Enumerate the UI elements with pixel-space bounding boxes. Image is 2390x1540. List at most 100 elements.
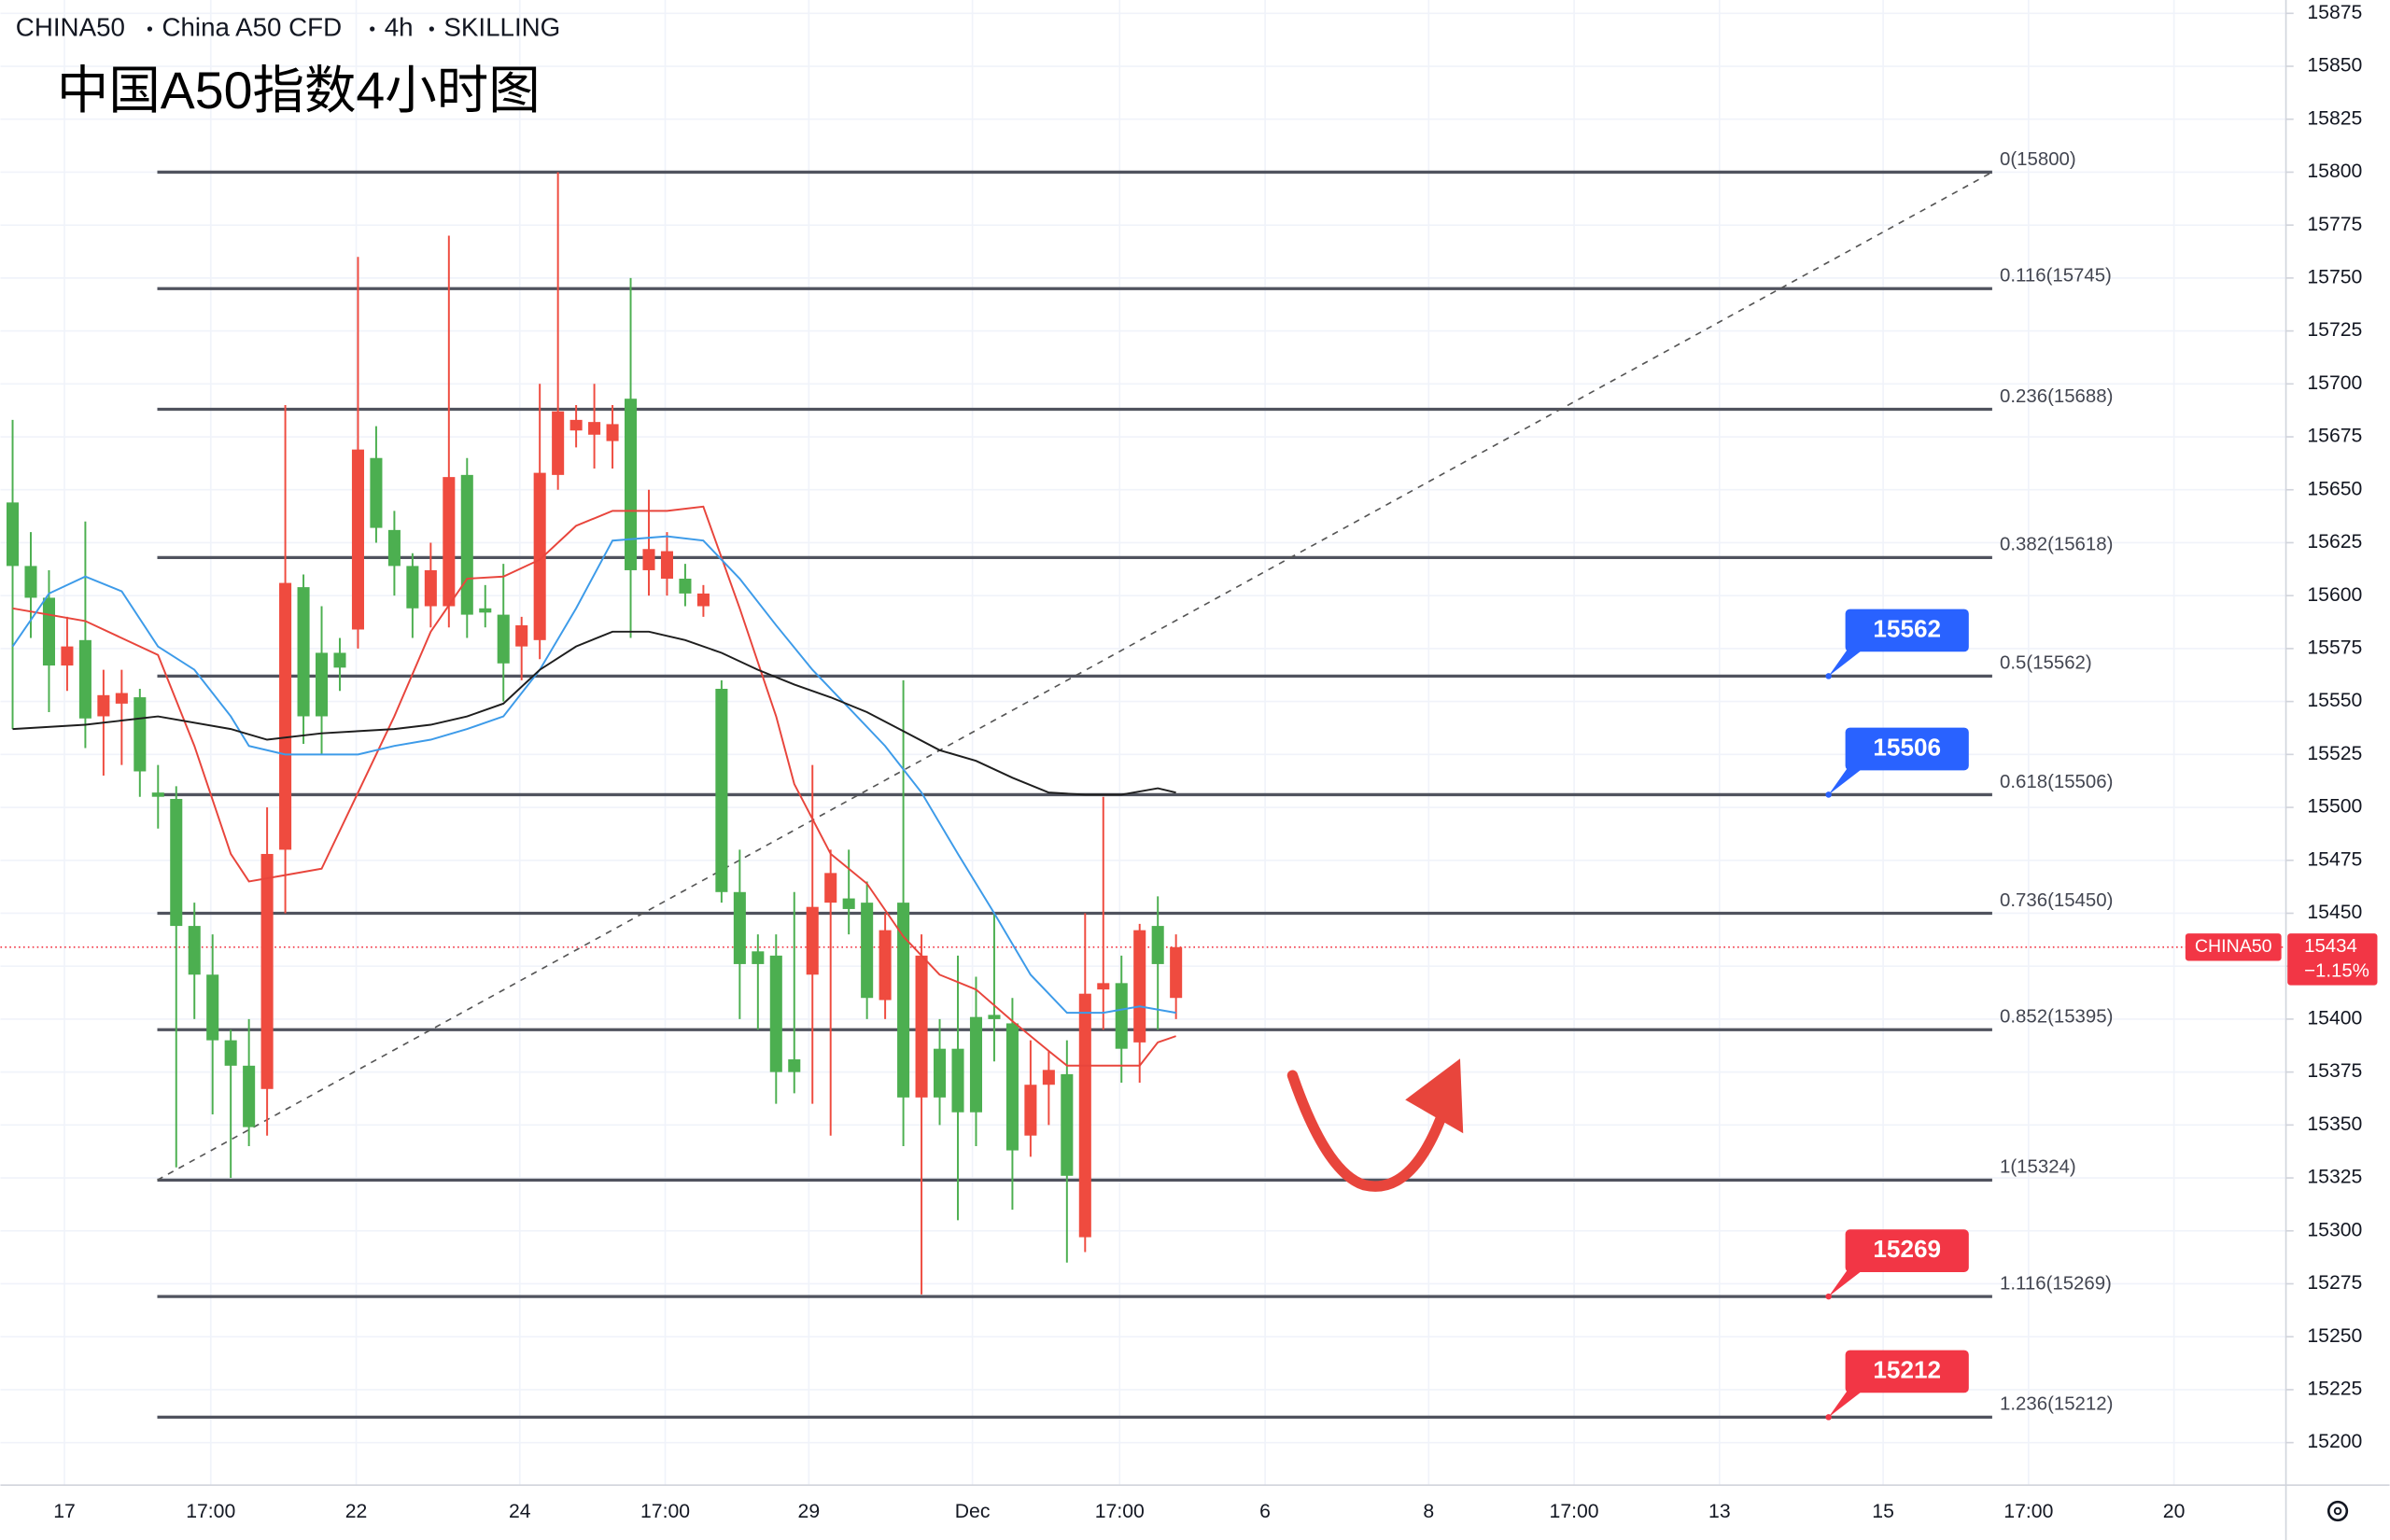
candle-body — [696, 593, 710, 607]
candle-body — [569, 419, 583, 431]
candle-body — [988, 1015, 1001, 1019]
y-tick-label: 15625 — [2307, 531, 2362, 553]
axes: 15200 15225 15250 15275 15300 15325 15350 15375… — [53, 2, 2378, 1522]
candle-body — [1097, 983, 1110, 990]
candle-body — [969, 1016, 983, 1113]
y-tick-label: 15650 — [2307, 478, 2362, 499]
y-tick-label: 15725 — [2307, 319, 2362, 341]
separator — [370, 26, 375, 32]
x-tick-label: 20 — [2163, 1501, 2186, 1522]
symbol-tag-box — [2185, 933, 2282, 961]
y-tick-label: 15350 — [2307, 1113, 2362, 1135]
fib-label: 0.382(15618) — [2000, 535, 2113, 555]
candle-body — [224, 1040, 237, 1066]
separator — [147, 26, 153, 32]
x-tick-label: Dec — [955, 1501, 991, 1522]
candle-body — [715, 688, 728, 892]
candle-body — [243, 1065, 256, 1127]
annotation-arrowhead — [1405, 1058, 1464, 1134]
candle-body — [897, 903, 910, 1098]
candle-body — [606, 424, 619, 441]
tag-box — [1845, 1350, 1969, 1393]
x-tick-label: 8 — [1423, 1501, 1434, 1522]
candle-body — [497, 614, 510, 664]
y-tick-label: 15450 — [2307, 902, 2362, 923]
candle-body — [315, 652, 329, 717]
fib-label: 1.116(15269) — [2000, 1273, 2112, 1294]
candle-body — [424, 569, 437, 607]
candle-body — [1170, 946, 1183, 999]
tag-anchor — [1825, 1414, 1832, 1421]
moving-average — [11, 535, 1176, 1015]
symbol-tag: CHINA50 — [2195, 936, 2272, 957]
candle-body — [170, 798, 183, 927]
candle-body — [1078, 993, 1091, 1238]
x-tick-label: 17 — [53, 1501, 76, 1522]
candle-body — [806, 906, 819, 975]
fib-label: 0(15800) — [2000, 149, 2076, 170]
y-tick-label: 15675 — [2307, 426, 2362, 447]
plot: 0(15800) 0.116(15745) 0.236(15688) 0.382(15… — [0, 149, 2286, 1421]
candle-body — [588, 422, 601, 435]
x-tick-label: 15 — [1872, 1501, 1894, 1522]
candle-body — [1005, 1023, 1019, 1151]
gear-hub[interactable] — [2333, 1506, 2342, 1516]
x-tick-label: 17:00 — [640, 1501, 690, 1522]
x-tick-label: 17:00 — [2003, 1501, 2053, 1522]
tag-anchor — [1825, 1293, 1832, 1300]
candle-body — [934, 1048, 947, 1098]
candle-body — [861, 903, 874, 999]
y-tick-label: 15375 — [2307, 1060, 2362, 1082]
x-tick-label: 22 — [345, 1501, 368, 1522]
candle-body — [460, 474, 473, 615]
candle-body — [6, 502, 20, 567]
candle-body — [1115, 983, 1128, 1049]
candle-body — [1061, 1073, 1074, 1176]
last-price-box — [2287, 933, 2378, 986]
candle-body — [1042, 1070, 1055, 1085]
candle-body — [370, 457, 383, 528]
y-tick-label: 15275 — [2307, 1272, 2362, 1294]
settings-icon[interactable] — [2327, 1500, 2349, 1522]
y-tick-label: 15700 — [2307, 372, 2362, 394]
gear[interactable] — [2327, 1500, 2349, 1522]
candle-body — [824, 873, 837, 903]
candle-body — [151, 792, 164, 797]
fib-label: 0.5(15562) — [2000, 653, 2092, 674]
y-tick-label: 15750 — [2307, 266, 2362, 287]
candle-body — [752, 951, 765, 964]
y-tick-label: 15250 — [2307, 1325, 2362, 1347]
y-tick-label: 15825 — [2307, 107, 2362, 129]
y-tick-label: 15525 — [2307, 743, 2362, 764]
candle-body — [297, 587, 310, 717]
y-tick-label: 15400 — [2307, 1008, 2362, 1029]
candle-body — [134, 697, 147, 772]
y-tick-label: 15500 — [2307, 796, 2362, 818]
tag-box — [1845, 727, 1969, 771]
fib-label: 0.236(15688) — [2000, 386, 2113, 407]
moving-average — [12, 630, 1176, 796]
chart-title: 中国A50指数4小时图 — [57, 62, 541, 119]
candle-body — [206, 974, 219, 1041]
broker: SKILLING — [443, 12, 560, 41]
candle-body — [842, 898, 855, 909]
y-tick-label: 15550 — [2307, 690, 2362, 711]
y-tick-label: 15600 — [2307, 584, 2362, 606]
tag-anchor — [1825, 791, 1832, 798]
candle-body — [515, 624, 528, 647]
trend-line — [157, 171, 1993, 1182]
candle-body — [1024, 1085, 1037, 1136]
y-tick-label: 15300 — [2307, 1219, 2362, 1240]
candle-body — [533, 472, 546, 640]
candle-body — [115, 693, 128, 704]
candle-body — [660, 551, 673, 580]
x-tick-label: 17:00 — [186, 1501, 235, 1522]
fib-label: 0.116(15745) — [2000, 266, 2112, 287]
candle-body — [1151, 926, 1164, 964]
separator — [429, 26, 434, 32]
fib-label: 0.852(15395) — [2000, 1007, 2113, 1028]
y-tick-label: 15775 — [2307, 214, 2362, 235]
candle-body — [351, 449, 364, 630]
candle-body — [479, 608, 492, 613]
